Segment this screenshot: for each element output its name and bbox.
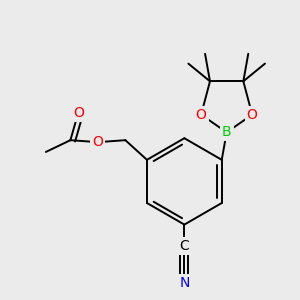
Text: O: O (247, 108, 258, 122)
Text: B: B (222, 125, 232, 139)
Text: O: O (196, 108, 207, 122)
Text: N: N (179, 277, 190, 290)
Text: O: O (92, 135, 103, 149)
Text: C: C (179, 239, 189, 253)
Text: O: O (73, 106, 84, 120)
